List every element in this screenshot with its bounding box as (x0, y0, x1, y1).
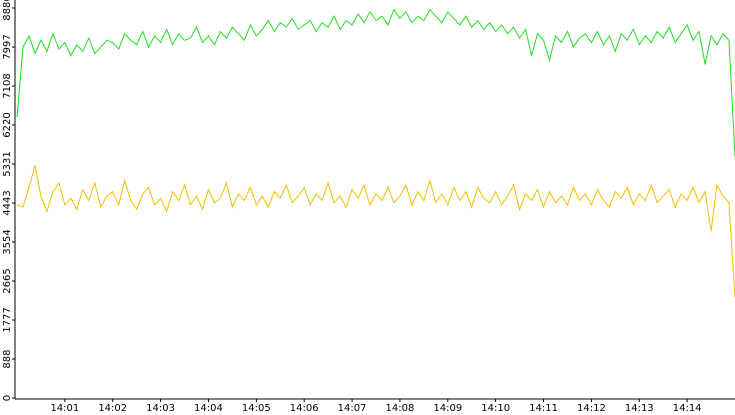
x-tick-label: 14:10 (481, 403, 510, 414)
y-tick-label: 1777 (2, 307, 13, 332)
x-tick-label: 14:07 (338, 403, 367, 414)
y-tick-label: 0 (2, 395, 13, 401)
x-tick-label: 14:01 (50, 403, 79, 414)
y-tick-label: 3554 (2, 229, 13, 254)
y-tick-label: 5331 (2, 151, 13, 176)
y-tick-label: 4443 (2, 190, 13, 215)
y-tick-label: 6220 (2, 112, 13, 137)
y-tick-label: 8886 (2, 0, 13, 21)
series-line (16, 8, 735, 157)
x-tick-label: 14:09 (433, 403, 462, 414)
y-tick-label: 888 (2, 349, 13, 368)
x-tick-label: 14:03 (146, 403, 175, 414)
x-tick-label: 14:13 (625, 403, 654, 414)
x-tick-label: 14:06 (290, 403, 319, 414)
x-tick-label: 14:02 (98, 403, 127, 414)
x-tick-label: 14:11 (529, 403, 558, 414)
series-line (16, 165, 735, 298)
x-tick-label: 14:14 (673, 403, 702, 414)
x-tick-label: 14:12 (577, 403, 606, 414)
y-tick-label: 2665 (2, 268, 13, 293)
x-tick-label: 14:04 (194, 403, 223, 414)
x-tick-label: 14:08 (386, 403, 415, 414)
y-tick-label: 7997 (2, 34, 13, 59)
x-tick-label: 14:05 (242, 403, 271, 414)
y-tick-label: 7108 (2, 73, 13, 98)
